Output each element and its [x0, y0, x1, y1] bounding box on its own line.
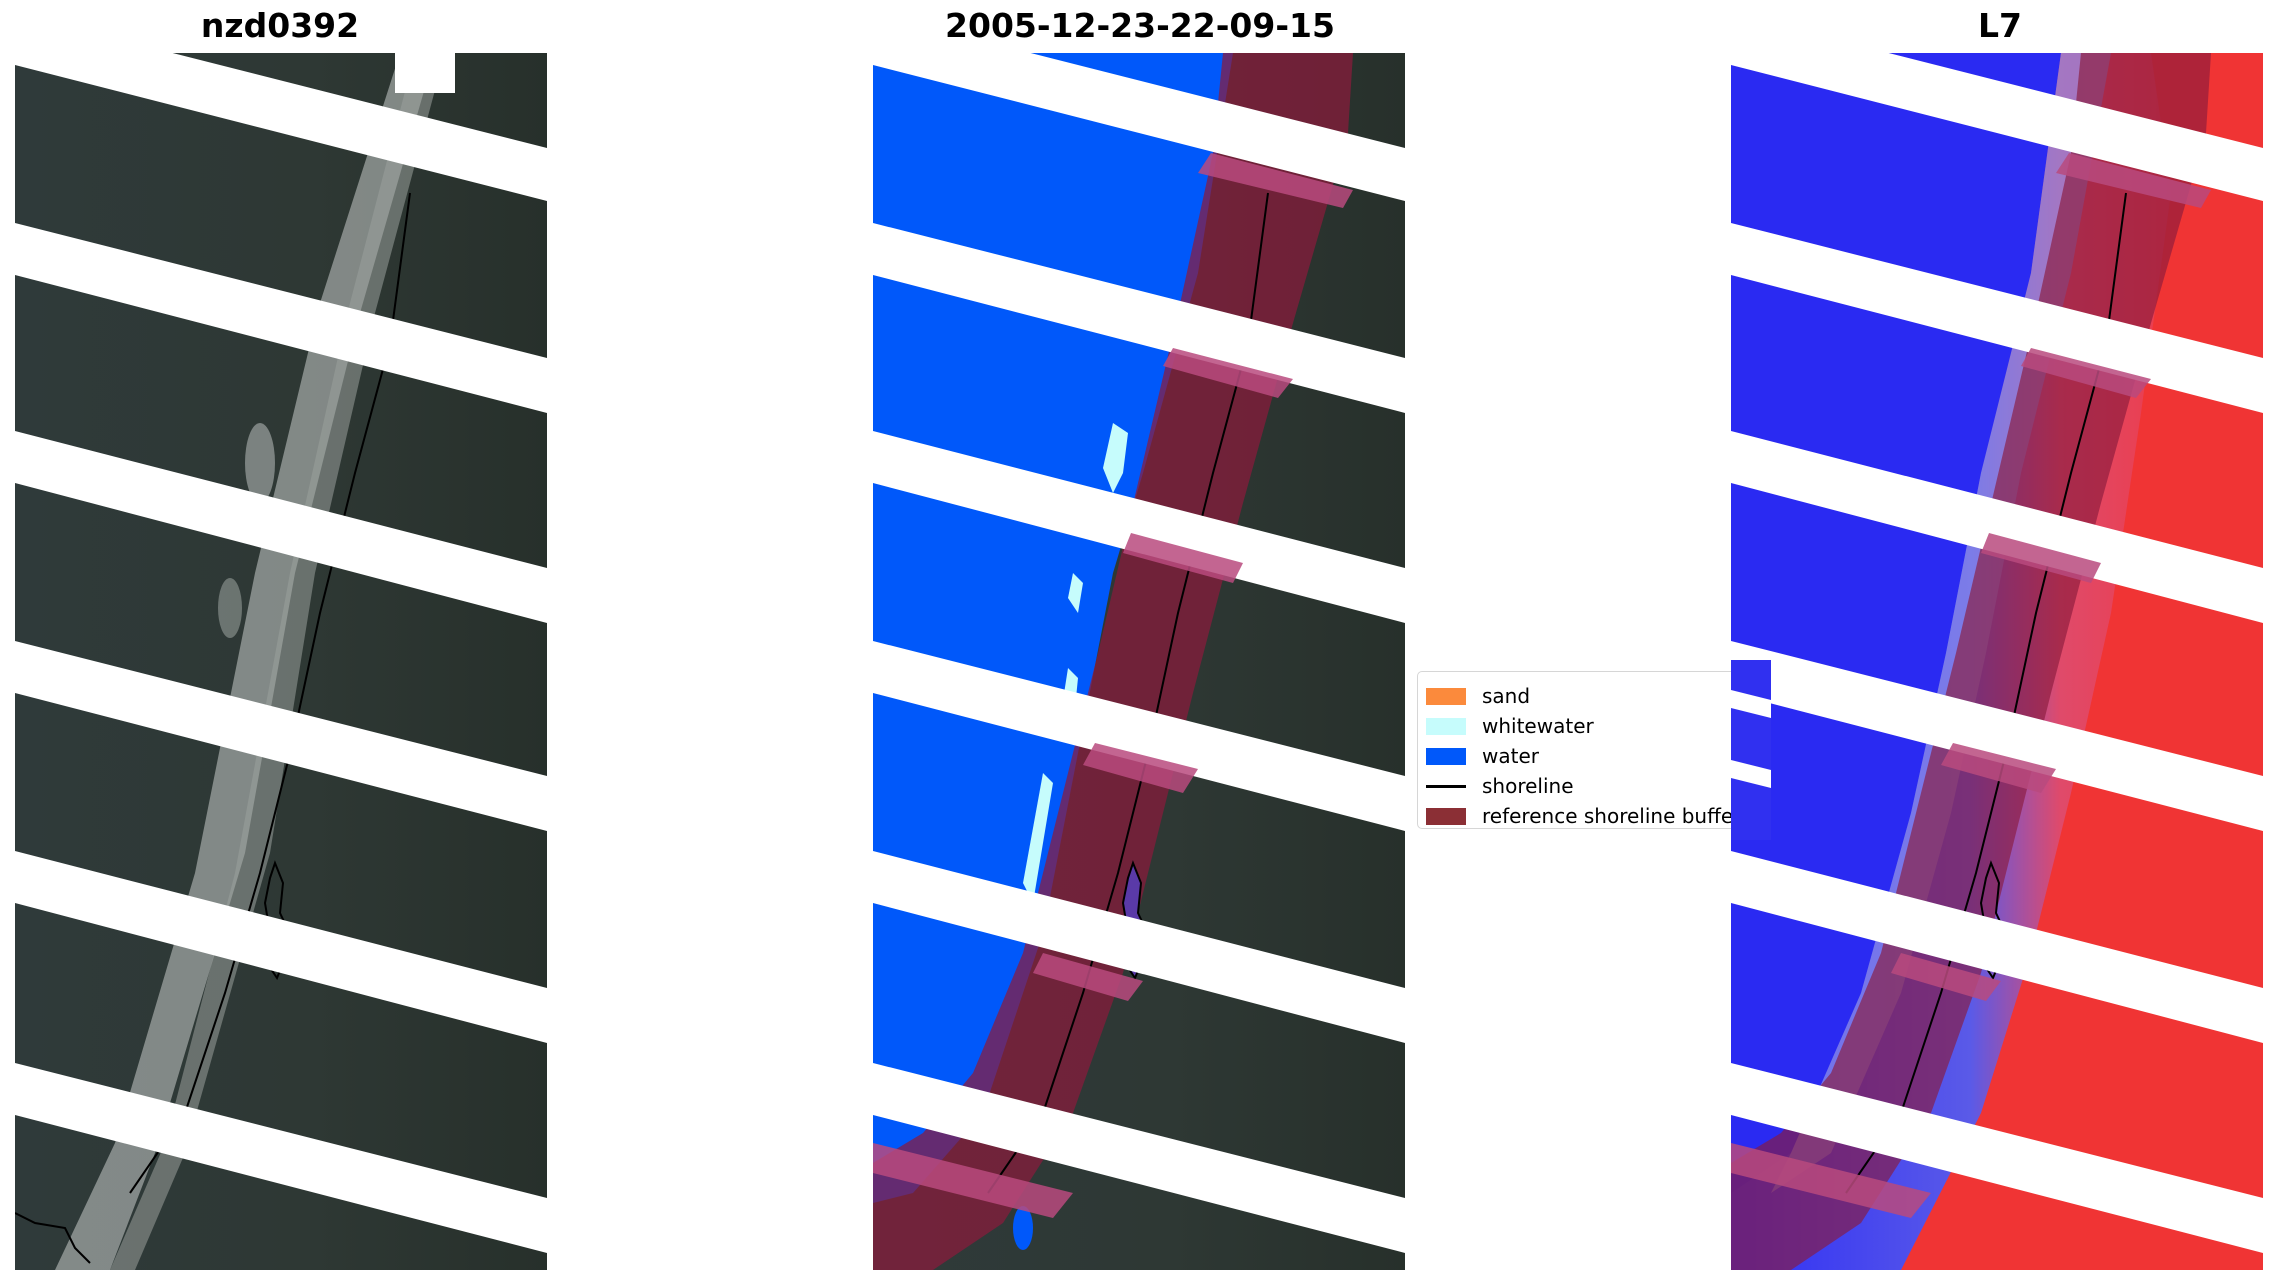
rgb-image-panel	[15, 53, 547, 1270]
shoreline-line-swatch	[1426, 784, 1466, 788]
legend-item-buffer: reference shoreline buffer	[1418, 802, 1742, 828]
rgb-panel-title: nzd0392	[200, 6, 360, 45]
legend-label: sand	[1482, 684, 1531, 708]
lagoon-contour	[263, 860, 289, 981]
buffer-over-gaps	[1731, 153, 2211, 1218]
slc-gap-stripes	[15, 53, 547, 1253]
whitewater-patch	[218, 578, 242, 638]
legend-item-shoreline: shoreline	[1418, 772, 1574, 800]
whitewater-swatch	[1426, 717, 1466, 735]
index-image-panel	[1731, 53, 2263, 1270]
legend-item-water: water	[1418, 742, 1539, 770]
legend-label: whitewater	[1482, 714, 1594, 738]
index-panel-title: L7	[1978, 6, 2022, 45]
slc-gap-stripes	[1731, 53, 2263, 1253]
whitewater-class-patch	[1068, 573, 1083, 613]
buffer-over-gaps	[873, 153, 1353, 1218]
water-class-patch	[1013, 1206, 1033, 1250]
water-swatch	[1426, 747, 1466, 765]
shoreline-line-sw	[15, 1212, 91, 1264]
slc-gap-stripes	[873, 53, 1405, 1253]
legend-label: shoreline	[1482, 774, 1574, 798]
index-panel-overlap	[1731, 660, 1771, 840]
legend: sand whitewater water shoreline referenc…	[1417, 671, 1761, 829]
legend-label: water	[1482, 744, 1539, 768]
classification-panel-title: 2005-12-23-22-09-15	[945, 6, 1335, 45]
legend-label: reference shoreline buffer	[1482, 804, 1742, 828]
whitewater-class-patch	[1103, 423, 1128, 493]
legend-item-whitewater: whitewater	[1418, 712, 1594, 740]
whitewater-patch	[245, 423, 275, 503]
whitewater-class-patch	[1023, 773, 1053, 903]
lagoon-contour	[1979, 860, 2005, 981]
sand-swatch	[1426, 687, 1466, 705]
classification-panel	[873, 53, 1405, 1270]
legend-item-sand: sand	[1418, 682, 1530, 710]
buffer-swatch	[1426, 807, 1466, 825]
